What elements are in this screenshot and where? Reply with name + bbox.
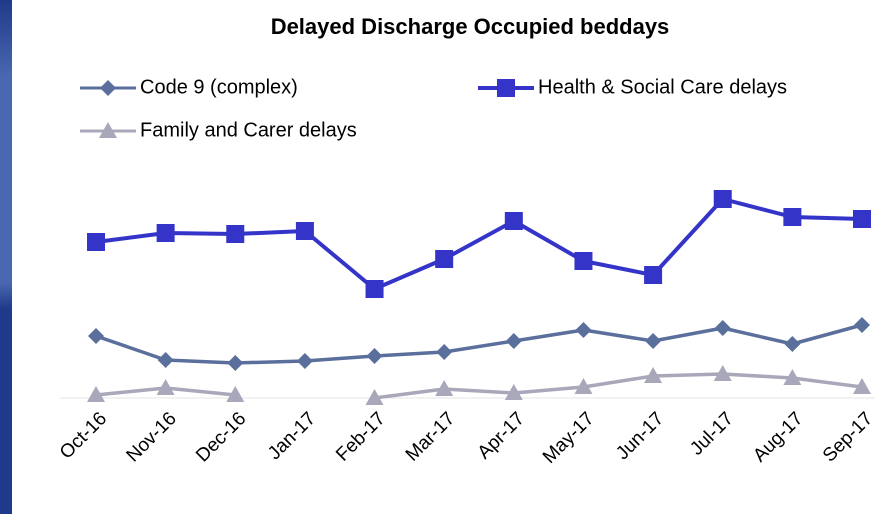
data-point — [87, 386, 105, 402]
data-point — [157, 352, 174, 368]
data-point — [574, 252, 593, 270]
chart-title: Delayed Discharge Occupied beddays — [271, 14, 670, 39]
data-point — [853, 210, 871, 228]
legend-label: Health & Social Care delays — [538, 76, 787, 98]
series-line — [95, 323, 863, 365]
x-tick-label: Feb-17 — [332, 408, 389, 465]
x-tick-label: Nov-16 — [123, 408, 181, 466]
data-point — [156, 379, 175, 395]
data-point — [435, 380, 454, 396]
data-point — [227, 355, 244, 371]
legend-marker — [100, 80, 116, 96]
data-point — [783, 369, 802, 385]
x-tick-label: May-17 — [539, 408, 599, 468]
data-point — [296, 353, 313, 369]
legend-marker — [497, 79, 515, 97]
legend-marker — [99, 122, 117, 138]
side-strip — [0, 0, 12, 514]
data-point — [87, 233, 105, 251]
legend-label: Code 9 (complex) — [140, 76, 298, 98]
data-point — [504, 384, 523, 400]
x-tick-label: Apr-17 — [474, 408, 529, 463]
data-point — [713, 190, 732, 208]
series-line — [95, 197, 863, 291]
data-point — [853, 378, 871, 394]
data-point — [88, 328, 104, 344]
data-point — [575, 322, 592, 338]
x-tick-label: Mar-17 — [402, 408, 459, 465]
data-point — [226, 386, 245, 402]
data-point — [713, 365, 732, 381]
data-point — [295, 222, 314, 240]
x-tick-label: Jul-17 — [686, 408, 737, 459]
data-point — [435, 250, 454, 268]
data-point — [645, 333, 662, 349]
data-point — [714, 320, 731, 336]
data-point — [436, 344, 453, 360]
data-point — [644, 367, 663, 383]
x-tick-label: Sep-17 — [819, 408, 877, 466]
x-tick-label: Jun-17 — [612, 408, 668, 464]
data-point — [644, 266, 663, 284]
x-tick-label: Oct-16 — [56, 408, 111, 463]
data-point — [783, 208, 802, 226]
series-line — [95, 372, 863, 400]
data-point — [784, 336, 801, 352]
data-point — [226, 225, 245, 243]
legend-label: Family and Carer delays — [140, 119, 357, 141]
data-point — [504, 212, 523, 230]
x-tick-label: Aug-17 — [749, 408, 807, 466]
data-point — [366, 348, 383, 364]
data-point — [854, 317, 870, 333]
data-point — [365, 280, 384, 298]
data-point — [365, 389, 384, 405]
data-point — [574, 378, 593, 394]
x-tick-label: Dec-16 — [192, 408, 250, 466]
data-point — [156, 224, 175, 242]
x-tick-label: Jan-17 — [264, 408, 320, 464]
data-point — [505, 333, 522, 349]
